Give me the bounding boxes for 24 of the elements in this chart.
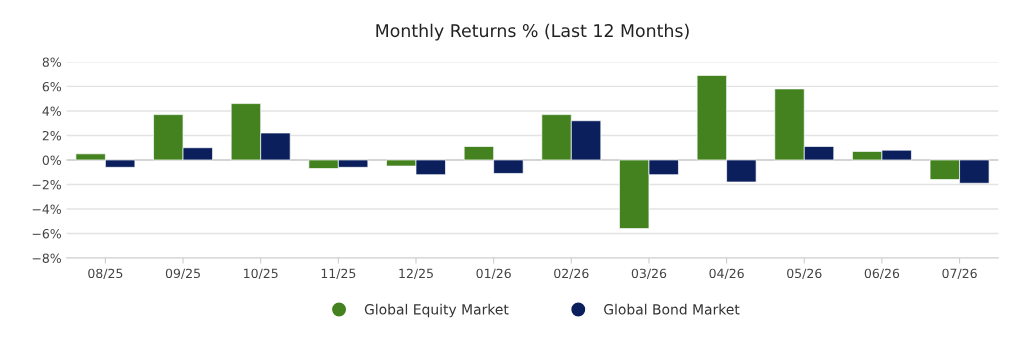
- x-tick-label: 12/25: [399, 268, 433, 280]
- x-tick-label: 09/25: [165, 268, 200, 280]
- x-tick-label: 07/26: [942, 268, 977, 280]
- x-tick-label: 04/26: [709, 268, 744, 280]
- x-tick-label: 02/26: [554, 268, 589, 280]
- y-tick-label: −8%: [32, 253, 62, 263]
- x-tick-label: 03/26: [631, 268, 667, 280]
- y-tick-label: −6%: [32, 228, 62, 239]
- y-tick-label: −2%: [32, 179, 62, 190]
- y-tick-label: 6%: [42, 81, 62, 92]
- legend-label: Global Equity Market: [364, 303, 509, 318]
- y-tick-label: 4%: [42, 106, 62, 116]
- legend-label: Global Bond Market: [604, 303, 740, 315]
- y-tick-label: 2%: [42, 130, 62, 141]
- x-tick-label: 11/25: [321, 268, 356, 280]
- x-tick-label: 08/25: [88, 268, 123, 280]
- y-tick-label: 0%: [42, 155, 62, 165]
- x-tick-label: 06/26: [864, 268, 900, 280]
- y-tick-label: −4%: [32, 204, 62, 214]
- y-tick-label: 8%: [42, 57, 62, 67]
- chart-title: Monthly Returns % (Last 12 Months): [376, 23, 689, 41]
- x-tick-label: 01/26: [476, 268, 511, 280]
- x-tick-label: 05/26: [787, 268, 822, 280]
- x-tick-label: 10/25: [244, 268, 278, 280]
